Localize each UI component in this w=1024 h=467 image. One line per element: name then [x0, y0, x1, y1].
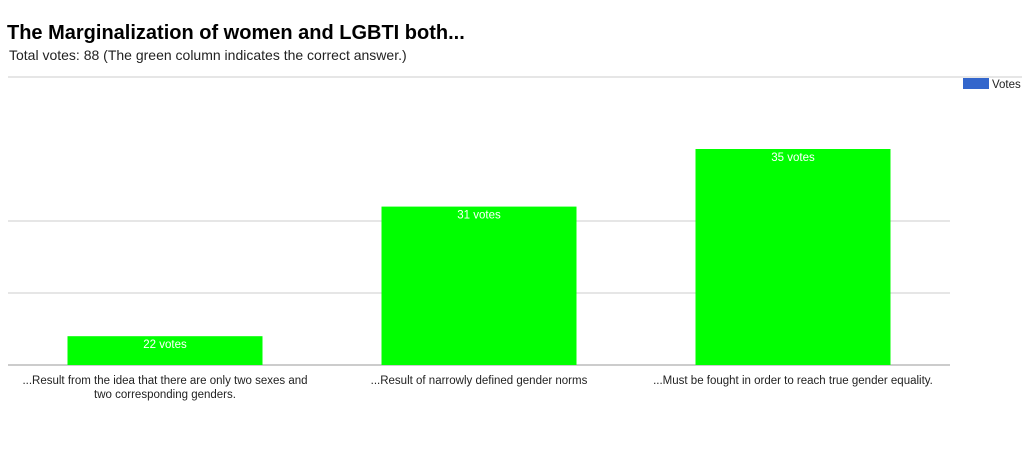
legend: Votes [963, 78, 1021, 91]
legend-label: Votes [992, 79, 1021, 91]
bar[interactable] [67, 336, 263, 365]
bar[interactable] [695, 149, 891, 365]
bar-data-label: 22 votes [143, 339, 187, 351]
bar-data-label: 35 votes [771, 152, 815, 164]
x-tick-label: ...Result from the idea that there are o… [22, 375, 307, 387]
bar[interactable] [381, 206, 577, 365]
chart-title: The Marginalization of women and LGBTI b… [7, 22, 465, 44]
bars [67, 149, 891, 365]
data-labels: 22 votes 31 votes 35 votes [143, 152, 815, 351]
legend-swatch [963, 78, 989, 89]
chart-subtitle: Total votes: 88 (The green column indica… [9, 47, 407, 63]
x-axis-labels: ...Result from the idea that there are o… [22, 375, 932, 401]
x-tick-label: ...Result of narrowly defined gender nor… [371, 375, 588, 387]
x-tick-label: two corresponding genders. [94, 389, 236, 401]
bar-data-label: 31 votes [457, 210, 501, 222]
x-tick-label: ...Must be fought in order to reach true… [653, 375, 933, 387]
